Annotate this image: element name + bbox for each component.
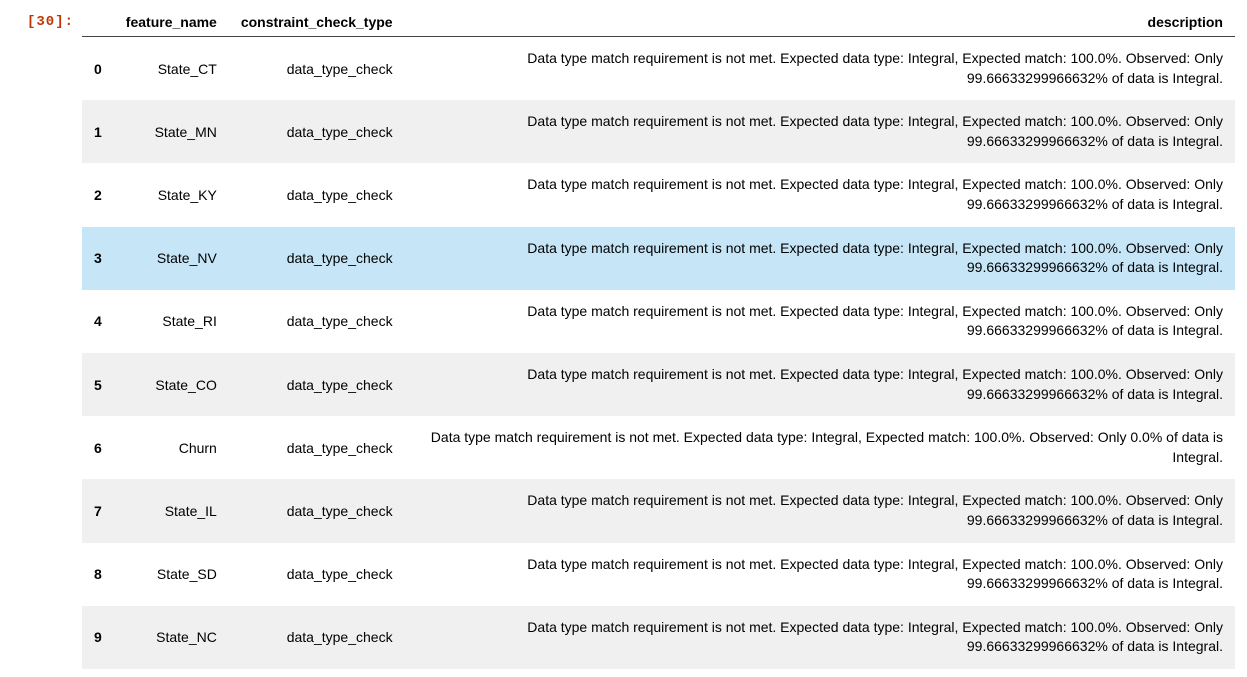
cell-constraint-check-type: data_type_check (229, 353, 405, 416)
cell-constraint-check-type: data_type_check (229, 100, 405, 163)
cell-prompt: [30]: (12, 8, 82, 30)
table-body: 0State_CTdata_type_checkData type match … (82, 37, 1235, 669)
row-index: 2 (82, 163, 114, 226)
row-index: 4 (82, 290, 114, 353)
table-row[interactable]: 9State_NCdata_type_checkData type match … (82, 606, 1235, 669)
cell-constraint-check-type: data_type_check (229, 479, 405, 542)
cell-feature-name: State_MN (114, 100, 229, 163)
output-cell: [30]: feature_name constraint_check_type… (12, 8, 1235, 669)
table-row[interactable]: 1State_MNdata_type_checkData type match … (82, 100, 1235, 163)
cell-feature-name: State_IL (114, 479, 229, 542)
cell-description: Data type match requirement is not met. … (405, 37, 1235, 101)
cell-description: Data type match requirement is not met. … (405, 227, 1235, 290)
output-area: feature_name constraint_check_type descr… (82, 8, 1235, 669)
cell-constraint-check-type: data_type_check (229, 227, 405, 290)
cell-description: Data type match requirement is not met. … (405, 163, 1235, 226)
cell-description: Data type match requirement is not met. … (405, 290, 1235, 353)
cell-feature-name: State_CT (114, 37, 229, 101)
row-index: 5 (82, 353, 114, 416)
table-row[interactable]: 4State_RIdata_type_checkData type match … (82, 290, 1235, 353)
row-index: 3 (82, 227, 114, 290)
header-col-desc: description (405, 8, 1235, 37)
dataframe-table: feature_name constraint_check_type descr… (82, 8, 1235, 669)
cell-constraint-check-type: data_type_check (229, 37, 405, 101)
header-col-check: constraint_check_type (229, 8, 405, 37)
table-row[interactable]: 3State_NVdata_type_checkData type match … (82, 227, 1235, 290)
cell-constraint-check-type: data_type_check (229, 290, 405, 353)
row-index: 9 (82, 606, 114, 669)
header-row: feature_name constraint_check_type descr… (82, 8, 1235, 37)
cell-description: Data type match requirement is not met. … (405, 100, 1235, 163)
header-col-feature: feature_name (114, 8, 229, 37)
cell-feature-name: State_RI (114, 290, 229, 353)
cell-feature-name: Churn (114, 416, 229, 479)
cell-constraint-check-type: data_type_check (229, 606, 405, 669)
cell-description: Data type match requirement is not met. … (405, 479, 1235, 542)
row-index: 8 (82, 543, 114, 606)
cell-feature-name: State_NV (114, 227, 229, 290)
table-row[interactable]: 0State_CTdata_type_checkData type match … (82, 37, 1235, 101)
cell-description: Data type match requirement is not met. … (405, 606, 1235, 669)
table-header: feature_name constraint_check_type descr… (82, 8, 1235, 37)
cell-constraint-check-type: data_type_check (229, 163, 405, 226)
cell-description: Data type match requirement is not met. … (405, 543, 1235, 606)
table-row[interactable]: 5State_COdata_type_checkData type match … (82, 353, 1235, 416)
cell-feature-name: State_SD (114, 543, 229, 606)
cell-feature-name: State_CO (114, 353, 229, 416)
table-row[interactable]: 2State_KYdata_type_checkData type match … (82, 163, 1235, 226)
row-index: 0 (82, 37, 114, 101)
row-index: 1 (82, 100, 114, 163)
table-row[interactable]: 7State_ILdata_type_checkData type match … (82, 479, 1235, 542)
row-index: 7 (82, 479, 114, 542)
cell-constraint-check-type: data_type_check (229, 543, 405, 606)
row-index: 6 (82, 416, 114, 479)
table-row[interactable]: 8State_SDdata_type_checkData type match … (82, 543, 1235, 606)
cell-feature-name: State_NC (114, 606, 229, 669)
cell-feature-name: State_KY (114, 163, 229, 226)
table-row[interactable]: 6Churndata_type_checkData type match req… (82, 416, 1235, 479)
cell-description: Data type match requirement is not met. … (405, 353, 1235, 416)
cell-constraint-check-type: data_type_check (229, 416, 405, 479)
cell-description: Data type match requirement is not met. … (405, 416, 1235, 479)
header-index-blank (82, 8, 114, 37)
